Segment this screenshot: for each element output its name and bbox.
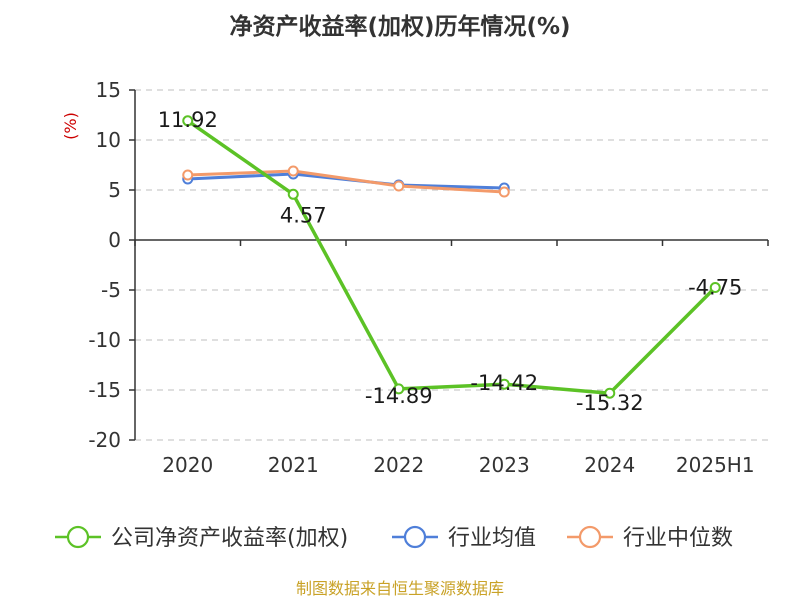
- y-tick-label: -20: [88, 428, 121, 452]
- x-tick-label: 2024: [584, 453, 635, 477]
- data-label: -15.32: [576, 391, 644, 415]
- x-tick-label: 2021: [268, 453, 319, 477]
- legend-label-0: 公司净资产收益率(加权): [111, 526, 348, 551]
- data-point: [393, 383, 405, 395]
- legend-marker-2: [578, 525, 602, 549]
- chart-title: 净资产收益率(加权)历年情况(%): [229, 13, 570, 40]
- legend-marker-0: [66, 525, 90, 549]
- y-tick-label: 0: [108, 228, 121, 252]
- y-tick-label: -10: [88, 328, 121, 352]
- data-point: [498, 378, 510, 390]
- x-tick-label: 2020: [162, 453, 213, 477]
- data-point: [182, 115, 194, 127]
- data-labels: 11.92 4.57 -14.89 -14.42 -15.32 -4.75: [158, 108, 743, 415]
- data-label: -4.75: [688, 276, 742, 300]
- legend-label-1: 行业均值: [448, 526, 536, 551]
- data-point: [498, 186, 510, 198]
- y-tick-label: -5: [101, 278, 121, 302]
- data-label: 11.92: [158, 108, 218, 132]
- x-tick-label: 2022: [373, 453, 424, 477]
- y-tick-label: 15: [96, 78, 121, 102]
- series-line-1: [187, 172, 505, 190]
- data-point: [393, 180, 405, 192]
- series-layer: [182, 115, 721, 399]
- source-note: 制图数据来自恒生聚源数据库: [296, 579, 504, 598]
- series-line-0: [186, 119, 717, 395]
- data-point: [604, 387, 616, 399]
- legend-label-2: 行业中位数: [623, 526, 733, 551]
- y-tick-label: -15: [88, 378, 121, 402]
- axes: 15 10 5 0 -5 -10 -15 -20 2020 2021 2022 2023 2024 202…: [88, 78, 769, 477]
- y-tick-label: 10: [96, 128, 121, 152]
- data-point: [182, 169, 194, 181]
- x-tick-label: 2025H1: [676, 453, 755, 477]
- y-tick-label: 5: [108, 178, 121, 202]
- data-point: [287, 165, 299, 177]
- data-label: -14.42: [470, 371, 538, 395]
- y-axis-unit-label: (%): [61, 112, 80, 140]
- x-tick-label: 2023: [479, 453, 530, 477]
- legend: 公司净资产收益率(加权) 行业均值 行业中位数: [55, 525, 733, 551]
- data-point: [709, 282, 721, 293]
- series-line-2: [187, 169, 505, 194]
- data-label: -14.89: [365, 384, 433, 408]
- legend-marker-1: [403, 525, 427, 549]
- data-point: [287, 188, 299, 200]
- data-label: 4.57: [280, 203, 327, 227]
